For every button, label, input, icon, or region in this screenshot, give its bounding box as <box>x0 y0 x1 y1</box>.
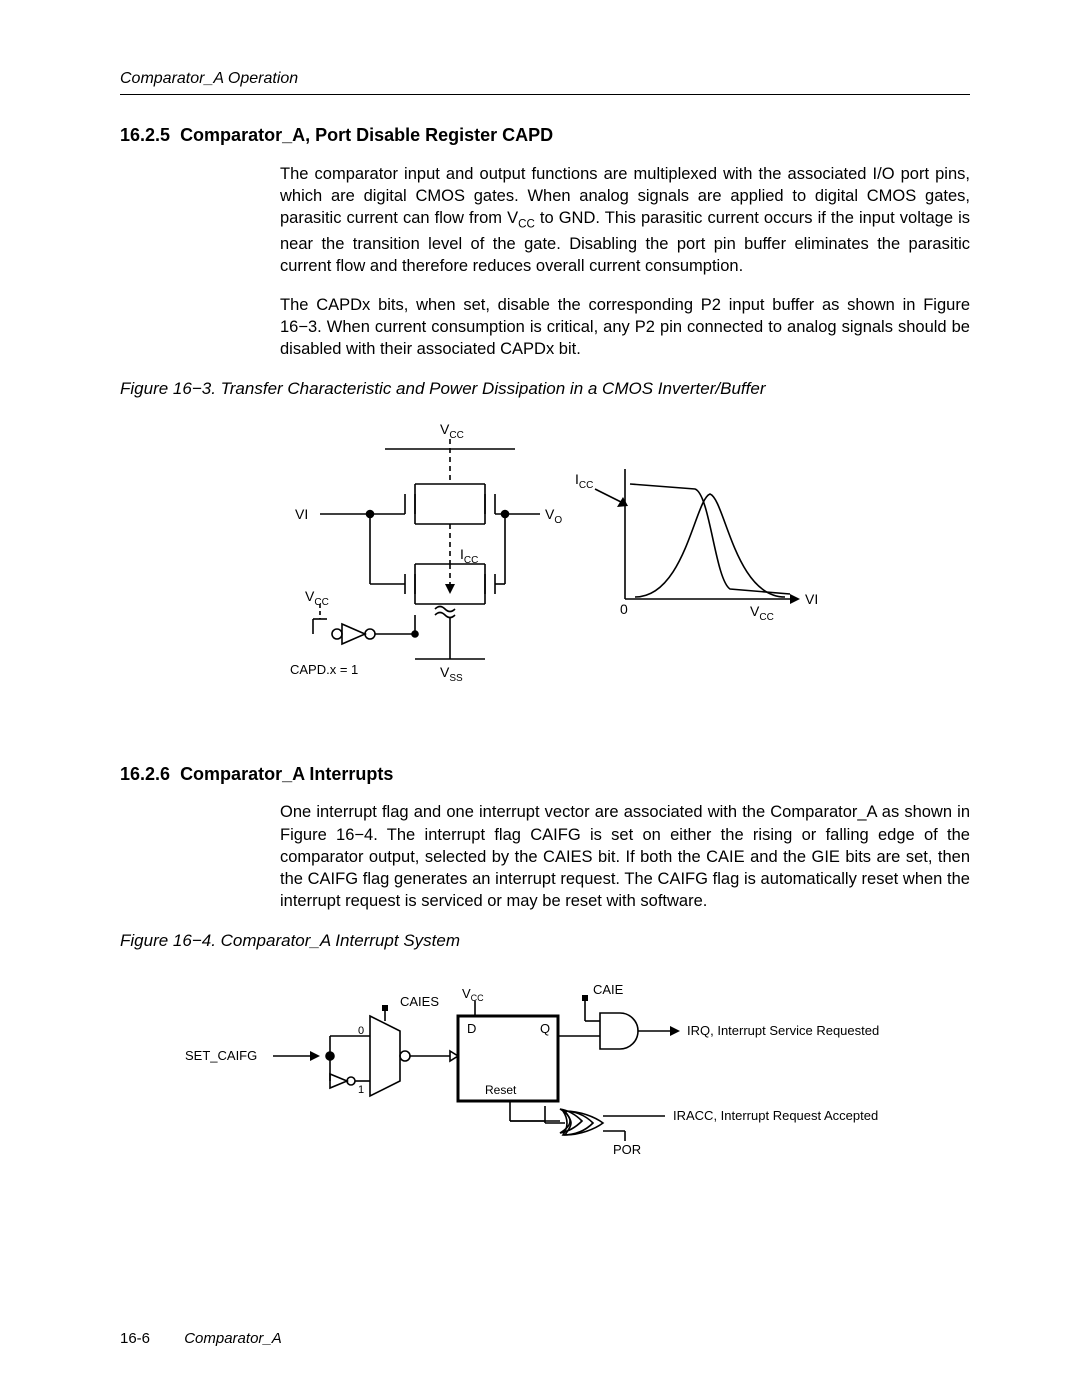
fig1-vcc-plot: VCC <box>750 603 774 623</box>
fig2-set-caifg: SET_CAIFG <box>185 1048 257 1063</box>
section-2-para: One interrupt flag and one interrupt vec… <box>280 801 970 912</box>
page-footer: 16-6 Comparator_A <box>120 1330 282 1347</box>
fig2-irq: IRQ, Interrupt Service Requested <box>687 1023 879 1038</box>
running-head: Comparator_A Operation <box>120 70 970 95</box>
figure-1: VCC VI VO ICC VCC CAPD.x = 1 VSS ICC VI … <box>120 409 970 714</box>
section-1-number: 16.2.5 <box>120 125 170 145</box>
section-1-para-1: The comparator input and output function… <box>280 163 970 278</box>
fig2-one: 1 <box>358 1084 364 1096</box>
chapter-name: Comparator_A <box>184 1330 282 1347</box>
fig1-vss: VSS <box>440 664 463 684</box>
fig2-caies: CAIES <box>400 994 439 1009</box>
fig1-icc-plot: ICC <box>575 471 593 491</box>
fig1-icc-mid: ICC <box>460 546 478 566</box>
figure-2-caption: Figure 16−4. Comparator_A Interrupt Syst… <box>120 931 970 951</box>
fig1-capd: CAPD.x = 1 <box>290 662 358 677</box>
figure-2: VCC CAIE CAIES SET_CAIFG D Q Reset IRQ, … <box>120 961 970 1166</box>
figure-1-svg: VCC VI VO ICC VCC CAPD.x = 1 VSS ICC VI … <box>265 409 825 709</box>
page-number: 16-6 <box>120 1330 150 1347</box>
fig2-vcc: VCC <box>462 986 484 1003</box>
fig2-zero: 0 <box>358 1025 364 1037</box>
fig2-iracc: IRACC, Interrupt Request Accepted <box>673 1108 878 1123</box>
figure-1-caption: Figure 16−3. Transfer Characteristic and… <box>120 379 970 399</box>
fig2-caie: CAIE <box>593 982 624 997</box>
fig1-vcc-left: VCC <box>305 588 329 608</box>
page: Comparator_A Operation 16.2.5 Comparator… <box>0 0 1080 1397</box>
fig2-d: D <box>467 1021 476 1036</box>
fig1-vo: VO <box>545 506 562 526</box>
section-1-para-2: The CAPDx bits, when set, disable the co… <box>280 294 970 361</box>
figure-2-svg: VCC CAIE CAIES SET_CAIFG D Q Reset IRQ, … <box>165 961 925 1161</box>
fig2-reset: Reset <box>485 1083 517 1097</box>
section-1-heading: 16.2.5 Comparator_A, Port Disable Regist… <box>120 125 970 146</box>
vcc-sub: CC <box>518 218 535 230</box>
fig2-q: Q <box>540 1021 550 1036</box>
fig1-zero: 0 <box>620 601 628 617</box>
section-1-title: Comparator_A, Port Disable Register CAPD <box>180 125 553 145</box>
section-2-number: 16.2.6 <box>120 764 170 784</box>
fig1-vi: VI <box>295 506 308 522</box>
section-2-title: Comparator_A Interrupts <box>180 764 393 784</box>
fig1-vcc-top: VCC <box>440 421 464 441</box>
fig2-por: POR <box>613 1142 641 1157</box>
fig1-vi-plot: VI <box>805 591 818 607</box>
section-2-heading: 16.2.6 Comparator_A Interrupts <box>120 764 970 785</box>
